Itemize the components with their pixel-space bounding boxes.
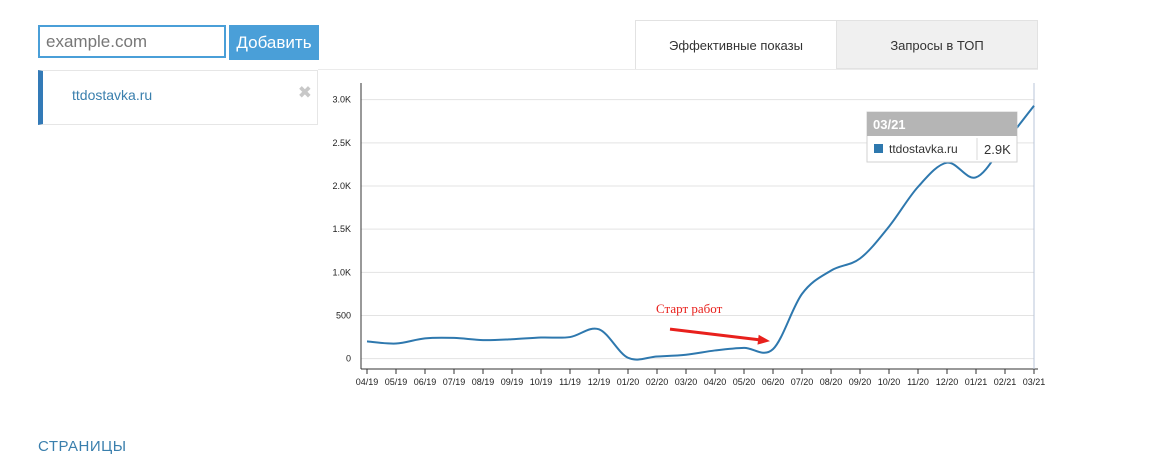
x-tick-label: 08/20 [820, 377, 843, 387]
tooltip-series-name: ttdostavka.ru [889, 142, 958, 156]
y-tick-label: 1.5K [332, 224, 351, 234]
x-tick-label: 05/19 [385, 377, 408, 387]
domain-input[interactable] [38, 25, 226, 58]
x-tick-label: 06/19 [414, 377, 437, 387]
y-tick-label: 0 [346, 354, 351, 364]
pages-link[interactable]: СТРАНИЦЫ [38, 438, 127, 455]
x-tick-label: 08/19 [472, 377, 495, 387]
add-site-button[interactable]: Добавить [229, 25, 319, 60]
divider [318, 69, 1038, 70]
x-tick-label: 06/20 [762, 377, 785, 387]
x-tick-label: 10/19 [530, 377, 553, 387]
tooltip-title: 03/21 [873, 117, 906, 132]
annotation: Старт работ [656, 301, 770, 345]
y-tick-label: 2.0K [332, 181, 351, 191]
x-tick-label: 09/20 [849, 377, 872, 387]
annotation-text: Старт работ [656, 301, 723, 316]
x-tick-label: 04/20 [704, 377, 727, 387]
annotation-arrow-head [757, 334, 770, 345]
tooltip-legend-swatch [874, 144, 883, 153]
x-tick-label: 12/19 [588, 377, 611, 387]
x-tick-label: 07/20 [791, 377, 814, 387]
series-line-ttdostavka[interactable] [366, 105, 1035, 361]
x-tick-label: 01/21 [965, 377, 988, 387]
x-tick-label: 10/20 [878, 377, 901, 387]
site-list-item[interactable]: ttdostavka.ru ✖ [38, 70, 318, 125]
y-tick-label: 1.0K [332, 267, 351, 277]
x-tick-label: 04/19 [356, 377, 379, 387]
x-tick-label: 11/19 [559, 377, 581, 387]
tooltip-header [867, 112, 1017, 136]
x-tick-label: 09/19 [501, 377, 524, 387]
annotation-arrow [669, 327, 763, 342]
x-tick-label: 07/19 [443, 377, 466, 387]
close-icon[interactable]: ✖ [297, 83, 312, 102]
y-tick-label: 500 [336, 310, 351, 320]
x-tick-label: 01/20 [617, 377, 640, 387]
site-name[interactable]: ttdostavka.ru [72, 87, 153, 103]
tab-top-queries[interactable]: Запросы в ТОП [837, 20, 1038, 69]
x-tick-label: 11/20 [907, 377, 929, 387]
x-tick-label: 12/20 [936, 377, 959, 387]
tooltip-value: 2.9K [984, 142, 1011, 157]
x-tick-label: 02/20 [646, 377, 669, 387]
x-tick-label: 02/21 [994, 377, 1017, 387]
x-tick-label: 05/20 [733, 377, 756, 387]
y-axis: 0 500 1.0K 1.5K 2.0K 2.5K 3.0K [332, 83, 362, 369]
tooltip: 03/21 ttdostavka.ru 2.9K [866, 111, 1018, 163]
tab-effective-impressions[interactable]: Эффективные показы [635, 20, 837, 69]
x-tick-label: 03/21 [1023, 377, 1046, 387]
x-tick-label: 03/20 [675, 377, 698, 387]
y-tick-label: 2.5K [332, 138, 351, 148]
y-tick-label: 3.0K [332, 95, 351, 105]
x-axis: 04/19 05/19 06/19 07/19 08/19 09/19 10/19 11/19… [356, 368, 1046, 387]
